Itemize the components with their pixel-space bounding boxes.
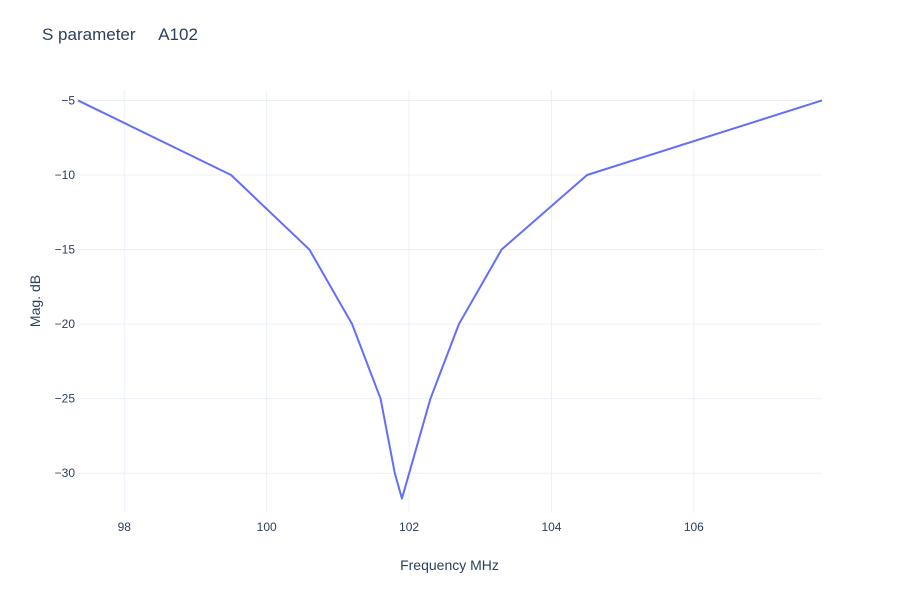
y-tick-labels: −5 −10 −15 −20 −25 −30: [55, 93, 76, 480]
y-tick-label: −20: [55, 317, 76, 331]
x-tick-label: 102: [399, 520, 419, 534]
plot-area: [77, 99, 823, 500]
y-axis-label: Mag. dB: [27, 275, 43, 327]
x-tick-labels: 98 100 102 104 106: [118, 520, 705, 534]
x-axis-label: Frequency MHz: [400, 557, 499, 573]
y-gridlines: [78, 99, 822, 474]
x-tick-label: 106: [684, 520, 704, 534]
y-tick-label: −25: [55, 392, 76, 406]
x-tick-label: 100: [257, 520, 277, 534]
y-tick-label: −15: [55, 243, 76, 257]
series-line: [77, 99, 823, 500]
x-tick-label: 104: [541, 520, 561, 534]
y-tick-label: −30: [55, 466, 76, 480]
x-gridlines: [123, 90, 695, 512]
x-tick-label: 98: [118, 520, 132, 534]
y-tick-label: −5: [61, 93, 75, 107]
y-tick-label: −10: [55, 168, 76, 182]
chart-title: S parameter A102: [42, 25, 198, 44]
